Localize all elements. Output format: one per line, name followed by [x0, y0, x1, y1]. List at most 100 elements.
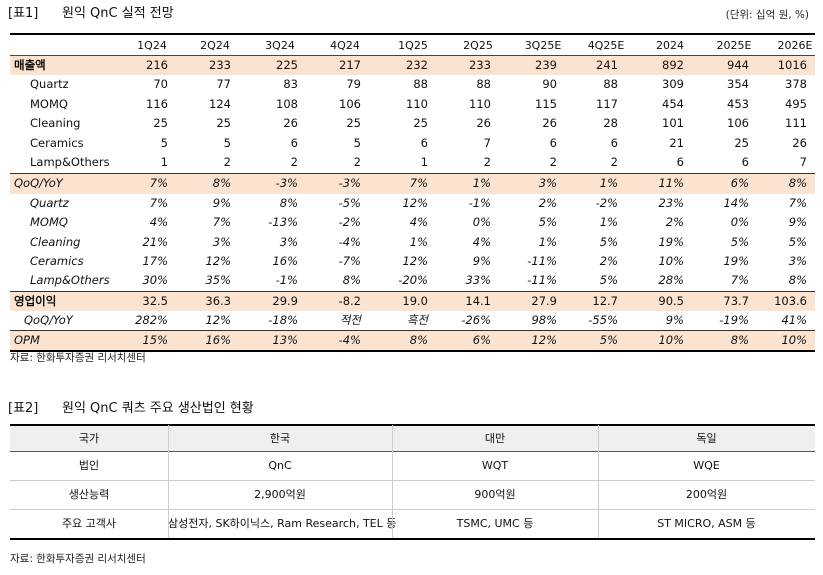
cell: 26 — [792, 135, 807, 150]
rule — [10, 329, 815, 331]
cell: 19% — [723, 254, 749, 268]
cell: 26 — [542, 116, 557, 131]
cell: 5 — [223, 135, 231, 150]
row-highlight — [10, 291, 815, 312]
rule — [10, 480, 815, 481]
cell: 309 — [662, 77, 684, 92]
cell: 2 — [483, 155, 491, 169]
row-label: Cleaning — [30, 116, 81, 131]
cell: 21 — [669, 135, 684, 150]
column-header: 2026E — [777, 39, 813, 52]
cell: 88 — [603, 77, 618, 92]
cell: 27.9 — [531, 293, 557, 308]
cell: 1% — [472, 176, 491, 191]
cell: 9% — [212, 195, 231, 210]
table-bottom-rule — [10, 350, 815, 352]
cell: 111 — [785, 116, 807, 131]
cell: 16% — [205, 332, 231, 347]
cell: 5% — [599, 273, 618, 288]
cell: 1% — [599, 176, 618, 191]
cell: 12% — [531, 332, 557, 347]
row-label: Quartz — [30, 195, 69, 210]
row-label: 주요 고객사 — [61, 517, 117, 530]
cell: 4% — [409, 215, 428, 230]
cell: 6 — [420, 135, 428, 150]
cell: 5% — [730, 234, 749, 249]
cell: 0% — [472, 215, 491, 230]
row-label: QoQ/YoY — [14, 176, 63, 191]
cell: 6 — [549, 135, 557, 150]
cell: 23% — [658, 195, 684, 210]
cell: -4% — [338, 234, 361, 249]
cell: 19.0 — [402, 293, 428, 308]
column-header: 1Q24 — [137, 39, 167, 52]
cell: 216 — [146, 58, 168, 72]
cell: 108 — [276, 96, 298, 111]
cell: -19% — [719, 313, 749, 328]
column-header: 3Q25E — [524, 39, 562, 52]
cell: 2% — [599, 254, 618, 268]
cell: 14.1 — [465, 293, 491, 308]
cell: 110 — [469, 96, 491, 111]
row-highlight — [10, 56, 815, 76]
cell: 354 — [727, 77, 749, 92]
cell: 흑전 — [406, 313, 428, 328]
cell: 5% — [538, 215, 557, 230]
row-label: QoQ/YoY — [24, 313, 73, 328]
rule — [10, 509, 815, 510]
cell: 5% — [599, 234, 618, 249]
cell: 6% — [472, 332, 491, 347]
cell: 6 — [741, 155, 749, 169]
cell: 15% — [142, 332, 168, 347]
row-label: 법인 — [78, 459, 100, 472]
cell: 98% — [531, 313, 557, 328]
cell: 8% — [788, 176, 807, 191]
cell: 90 — [542, 77, 557, 92]
column-header: 한국 — [269, 431, 291, 445]
cell: 70 — [153, 77, 168, 92]
cell: 116 — [146, 96, 168, 111]
cell: 6 — [290, 135, 298, 150]
cell: 2 — [610, 155, 618, 169]
cell: 21% — [142, 234, 168, 249]
cell: 5% — [788, 234, 807, 249]
cell: 90.5 — [658, 293, 684, 308]
column-header: 2Q24 — [200, 39, 230, 52]
column-divider — [392, 425, 393, 538]
column-header: 국가 — [78, 431, 100, 445]
rule — [10, 55, 815, 56]
cell: -7% — [338, 254, 361, 268]
cell: 12.7 — [592, 293, 618, 308]
source-note: 자료: 한화투자증권 리서치센터 — [10, 553, 146, 565]
cell: 11% — [658, 176, 684, 191]
cell: 29.9 — [272, 293, 298, 308]
cell: 28% — [658, 273, 684, 288]
cell: 8% — [279, 195, 298, 210]
column-header: 2024 — [656, 39, 684, 52]
cell: 8% — [212, 176, 231, 191]
cell: 892 — [662, 58, 684, 72]
row-label: Quartz — [30, 77, 69, 92]
cell: WQE — [693, 459, 720, 472]
cell: 9% — [472, 254, 491, 268]
cell: 6 — [610, 135, 618, 150]
cell: 241 — [596, 58, 618, 72]
cell: 944 — [727, 58, 749, 72]
cell: -18% — [268, 313, 298, 328]
row-label: MOMQ — [30, 215, 68, 230]
cell: 378 — [785, 77, 807, 92]
source-note: 자료: 한화투자증권 리서치센터 — [10, 352, 146, 364]
rule — [10, 290, 815, 292]
cell: 5% — [599, 332, 618, 347]
column-header: 2Q25 — [463, 39, 493, 52]
cell: -55% — [588, 313, 618, 328]
cell: 13% — [272, 332, 298, 347]
cell: 0% — [730, 215, 749, 230]
column-header: 대만 — [484, 431, 506, 445]
cell: 36.3 — [205, 293, 231, 308]
cell: 200억원 — [685, 488, 728, 501]
table-tag: [표1] — [8, 6, 39, 21]
cell: 110 — [406, 96, 428, 111]
cell: -11% — [527, 254, 557, 268]
